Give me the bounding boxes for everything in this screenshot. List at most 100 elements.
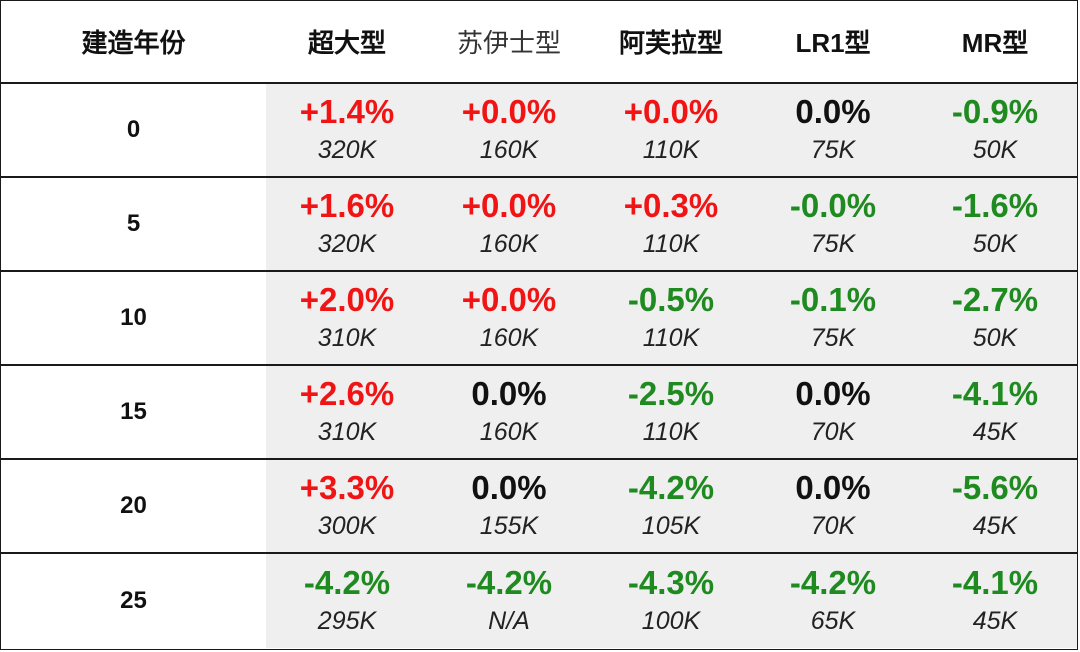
header-mr: MR型 <box>961 28 1029 58</box>
value-cell: -0.0% 75K <box>752 178 914 270</box>
value-amount: 75K <box>810 324 856 352</box>
value-cell: +0.0% 160K <box>428 272 590 364</box>
value-amount: 320K <box>317 136 377 164</box>
percent-change: -4.2% <box>465 564 553 601</box>
percent-change: +1.6% <box>299 187 395 224</box>
value-cell: -4.2% 295K <box>266 554 428 648</box>
value-cell: -4.1% 45K <box>914 554 1076 648</box>
percent-change: 0.0% <box>471 469 547 506</box>
value-cell: -1.6% 50K <box>914 178 1076 270</box>
year-cell: 20 <box>1 460 266 552</box>
value-amount: N/A <box>488 607 530 635</box>
value-cell: +2.6% 310K <box>266 366 428 458</box>
percent-change: +2.6% <box>299 375 395 412</box>
percent-change: -0.1% <box>789 281 877 318</box>
year-cell: 15 <box>1 366 266 458</box>
percent-change: +0.0% <box>461 281 557 318</box>
value-amount: 100K <box>641 607 701 635</box>
value-cell: -5.6% 45K <box>914 460 1076 552</box>
value-cell: -4.1% 45K <box>914 366 1076 458</box>
table-row: 20 +3.3% 300K 0.0% 155K -4.2% 105K 0.0% 70K -5.6%… <box>1 460 1077 554</box>
header-vlcc: 超大型 <box>307 28 386 58</box>
percent-change: +3.3% <box>299 469 395 506</box>
table-row: 25 -4.2% 295K -4.2% N/A -4.3% 100K -4.2% 65K -4.1… <box>1 554 1077 648</box>
year-cell: 0 <box>1 84 266 176</box>
value-cell: -4.2% 105K <box>590 460 752 552</box>
value-amount: 50K <box>972 324 1018 352</box>
value-cells: +1.6% 320K +0.0% 160K +0.3% 110K -0.0% 75K -1.6%… <box>266 178 1077 270</box>
percent-change: +0.0% <box>623 93 719 130</box>
value-cell: +3.3% 300K <box>266 460 428 552</box>
table-header: 建造年份 超大型 苏伊士型 阿芙拉型 LR1型 MR型 <box>1 1 1077 84</box>
value-amount: 110K <box>642 418 700 446</box>
value-cell: +0.0% 160K <box>428 84 590 176</box>
value-cells: +2.0% 310K +0.0% 160K -0.5% 110K -0.1% 75K -2.7%… <box>266 272 1077 364</box>
value-cell: +1.4% 320K <box>266 84 428 176</box>
percent-change: -4.2% <box>789 564 877 601</box>
percent-change: -2.7% <box>951 281 1039 318</box>
percent-change: -4.2% <box>303 564 391 601</box>
value-amount: 75K <box>810 136 856 164</box>
value-amount: 310K <box>317 324 377 352</box>
percent-change: -4.3% <box>627 564 715 601</box>
value-cell: +2.0% 310K <box>266 272 428 364</box>
header-aframax: 阿芙拉型 <box>618 28 723 58</box>
percent-change: +2.0% <box>299 281 395 318</box>
value-amount: 110K <box>642 324 700 352</box>
value-cell: -0.1% 75K <box>752 272 914 364</box>
value-amount: 70K <box>810 418 856 446</box>
percent-change: 0.0% <box>795 93 871 130</box>
percent-change: -4.2% <box>627 469 715 506</box>
value-amount: 65K <box>810 607 856 635</box>
header-year: 建造年份 <box>81 28 186 58</box>
value-amount: 295K <box>317 607 377 635</box>
percent-change: +1.4% <box>299 93 395 130</box>
value-cell: -0.9% 50K <box>914 84 1076 176</box>
percent-change: -0.5% <box>627 281 715 318</box>
percent-change: +0.3% <box>623 187 719 224</box>
year-cell: 25 <box>1 554 266 648</box>
value-cells: +3.3% 300K 0.0% 155K -4.2% 105K 0.0% 70K -5.6% 45… <box>266 460 1077 552</box>
value-amount: 300K <box>317 512 377 540</box>
value-cell: -4.2% 65K <box>752 554 914 648</box>
value-cell: -4.3% 100K <box>590 554 752 648</box>
year-cell: 5 <box>1 178 266 270</box>
table-row: 10 +2.0% 310K +0.0% 160K -0.5% 110K -0.1% 75K -2.… <box>1 272 1077 366</box>
percent-change: -1.6% <box>951 187 1039 224</box>
percent-change: 0.0% <box>795 375 871 412</box>
value-cell: +1.6% 320K <box>266 178 428 270</box>
value-amount: 45K <box>972 512 1018 540</box>
value-cell: -2.7% 50K <box>914 272 1076 364</box>
value-cell: -4.2% N/A <box>428 554 590 648</box>
year-cell: 10 <box>1 272 266 364</box>
value-amount: 110K <box>642 230 700 258</box>
percent-change: +0.0% <box>461 93 557 130</box>
value-amount: 320K <box>317 230 377 258</box>
value-cells: +2.6% 310K 0.0% 160K -2.5% 110K 0.0% 70K -4.1% 45… <box>266 366 1077 458</box>
value-cell: 0.0% 70K <box>752 460 914 552</box>
value-amount: 70K <box>810 512 856 540</box>
value-cell: -0.5% 110K <box>590 272 752 364</box>
percent-change: -0.0% <box>789 187 877 224</box>
percent-change: 0.0% <box>795 469 871 506</box>
value-amount: 50K <box>972 136 1018 164</box>
percent-change: -4.1% <box>951 375 1039 412</box>
percent-change: +0.0% <box>461 187 557 224</box>
percent-change: -4.1% <box>951 564 1039 601</box>
percent-change: -0.9% <box>951 93 1039 130</box>
value-amount: 105K <box>641 512 701 540</box>
value-amount: 110K <box>642 136 700 164</box>
table-row: 15 +2.6% 310K 0.0% 160K -2.5% 110K 0.0% 70K -4.1%… <box>1 366 1077 460</box>
percent-change: -5.6% <box>951 469 1039 506</box>
value-amount: 160K <box>479 230 539 258</box>
value-amount: 45K <box>972 418 1018 446</box>
value-cell: +0.0% 160K <box>428 178 590 270</box>
value-cell: 0.0% 155K <box>428 460 590 552</box>
value-amount: 160K <box>479 324 539 352</box>
table-row: 5 +1.6% 320K +0.0% 160K +0.3% 110K -0.0% 75K -1.6… <box>1 178 1077 272</box>
value-cell: 0.0% 75K <box>752 84 914 176</box>
header-suezmax: 苏伊士型 <box>456 28 561 58</box>
value-amount: 45K <box>972 607 1018 635</box>
percent-change: -2.5% <box>627 375 715 412</box>
